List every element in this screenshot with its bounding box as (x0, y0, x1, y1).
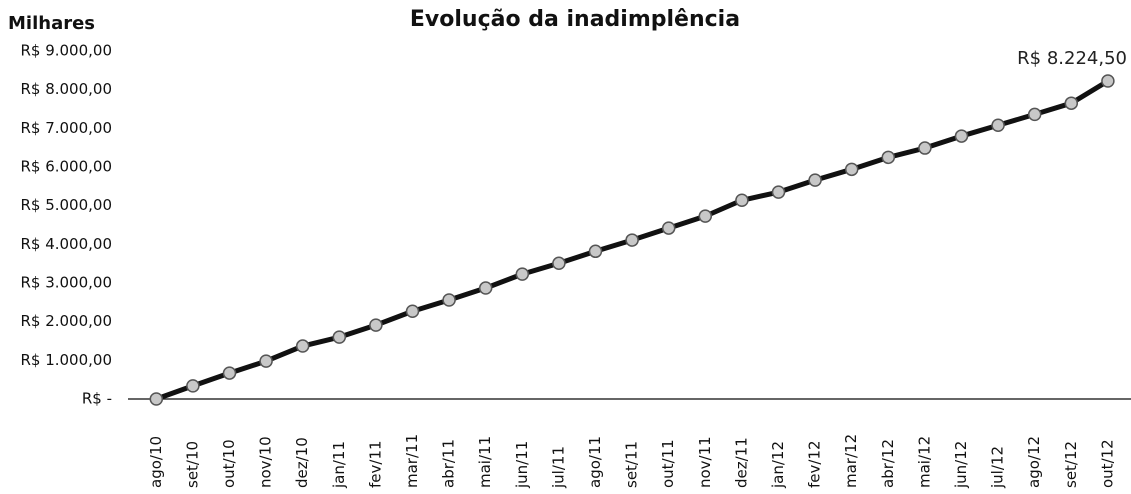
y-tick-label: R$ 9.000,00 (20, 42, 112, 60)
x-tick-label: jun/12 (952, 441, 970, 489)
y-axis-label: Milhares (8, 13, 95, 34)
x-tick-label: jun/11 (513, 441, 531, 489)
x-tick-label: dez/10 (293, 437, 311, 488)
data-point (295, 339, 310, 353)
data-point (698, 209, 713, 223)
data-point (918, 141, 932, 155)
data-point (1027, 107, 1042, 122)
y-tick-label: R$ 8.000,00 (20, 80, 112, 98)
y-tick-label: R$ 4.000,00 (20, 235, 112, 253)
data-point (808, 173, 822, 187)
data-point (332, 330, 347, 344)
x-tick-label: dez/11 (732, 437, 750, 488)
y-tick-label: R$ 2.000,00 (20, 312, 112, 330)
data-point (552, 256, 566, 271)
x-tick-label: set/10 (183, 441, 201, 488)
data-point (149, 392, 164, 406)
data-point (515, 267, 530, 281)
data-point (588, 244, 603, 259)
x-tick-label: fev/11 (366, 440, 384, 488)
x-tick-label: fev/12 (806, 440, 824, 488)
x-tick-label: mar/11 (403, 434, 421, 488)
data-point (771, 185, 786, 199)
data-point (478, 281, 493, 295)
data-point (661, 221, 676, 235)
data-point (442, 293, 456, 307)
y-tick-label: R$ 3.000,00 (20, 274, 112, 292)
x-tick-label: jul/12 (989, 446, 1007, 489)
y-tick-label: R$ 7.000,00 (20, 119, 112, 137)
data-point (369, 318, 383, 332)
x-tick-label: jan/11 (330, 441, 348, 489)
x-tick-label: set/12 (1062, 441, 1080, 488)
data-point (1101, 74, 1115, 88)
x-tick-label: mai/12 (915, 436, 933, 488)
y-tick-label: R$ 1.000,00 (20, 351, 112, 369)
x-tick-label: mar/12 (842, 434, 860, 488)
y-tick-label: R$ 5.000,00 (20, 196, 112, 214)
data-point (954, 129, 969, 143)
y-tick-label: R$ - (82, 390, 112, 408)
data-label: R$ 8.224,50 (1017, 48, 1127, 69)
data-point (186, 379, 200, 393)
data-point (625, 233, 639, 247)
data-point (881, 150, 896, 165)
x-tick-label: ago/12 (1025, 436, 1043, 488)
x-tick-label: ago/10 (147, 436, 165, 488)
x-tick-label: abr/11 (440, 439, 458, 488)
data-point (222, 366, 237, 380)
x-tick-label: jul/11 (549, 446, 567, 489)
data-point (735, 193, 749, 208)
y-tick-label: R$ 6.000,00 (20, 158, 112, 176)
data-point (405, 304, 420, 318)
data-point (844, 162, 859, 177)
x-tick-label: set/11 (623, 441, 641, 488)
data-point (1064, 96, 1079, 110)
data-point (259, 354, 273, 368)
data-point (991, 118, 1005, 132)
x-tick-label: mai/11 (476, 436, 494, 488)
chart-title: Evolução da inadimplência (410, 7, 740, 32)
x-tick-label: out/11 (659, 439, 677, 488)
x-tick-label: ago/11 (586, 436, 604, 488)
x-tick-label: nov/11 (696, 436, 714, 488)
x-tick-label: out/10 (220, 439, 238, 488)
x-tick-label: out/12 (1098, 439, 1116, 488)
x-tick-label: abr/12 (879, 439, 897, 488)
x-tick-label: nov/10 (257, 436, 275, 488)
x-tick-label: jan/12 (769, 441, 787, 489)
